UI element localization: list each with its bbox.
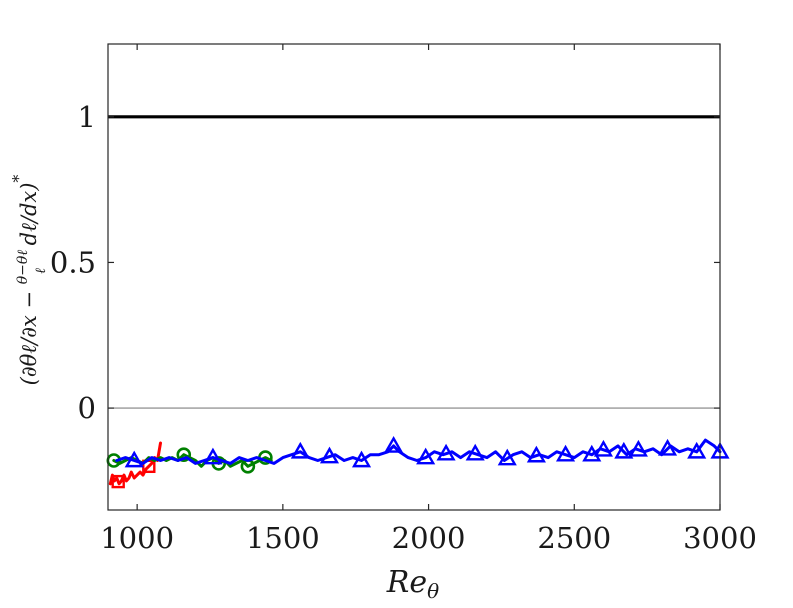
x-tick-label: 2000 (392, 521, 466, 555)
data-point-triangle (687, 441, 707, 459)
reference-lines (108, 115, 720, 409)
plot-area (108, 44, 720, 510)
x-tick-label: 1000 (100, 521, 174, 555)
data-point-triangle (384, 436, 404, 453)
y-tick-label: 0.5 (50, 245, 96, 279)
y-tick-label: 0 (78, 391, 96, 425)
data-point-circle (176, 447, 192, 462)
series-group (106, 436, 730, 489)
x-axis-label-base: Re (386, 565, 427, 600)
y-axis-label-sup: * (9, 175, 28, 183)
data-point-triangle (290, 441, 310, 459)
y-axis-label-frac-den: ℓ (33, 268, 49, 274)
x-tick-label: 2500 (537, 521, 611, 555)
data-point-triangle (203, 447, 223, 465)
series-line-square (108, 441, 162, 486)
y-tick-label: 1 (78, 100, 96, 134)
axes (107, 43, 721, 511)
plot-background (108, 44, 720, 510)
y-axis-label-frac-num: θ−θℓ (15, 250, 31, 285)
data-point-triangle (582, 444, 602, 462)
tick-labels: 1000 1500 2000 2500 3000 0 0.5 1 (50, 100, 757, 555)
data-point-triangle (657, 438, 678, 456)
y-axis-label-tail: dℓ/dx) (17, 183, 41, 252)
data-point-triangle (319, 446, 340, 464)
data-point-square (111, 474, 125, 489)
data-point-triangle (526, 445, 546, 463)
data-point-triangle (593, 439, 613, 457)
series-triangle (115, 436, 730, 468)
y-axis-label-lead: (∂θℓ/∂x − (17, 284, 41, 385)
data-point-triangle (614, 441, 634, 459)
data-point-triangle (497, 448, 517, 466)
y-axis-label: (∂θℓ/∂x − θ−θℓ ℓ dℓ/dx)* (9, 175, 49, 386)
x-tick-label: 1500 (246, 521, 320, 555)
x-axis-label: Reθ (386, 565, 439, 603)
data-point-triangle (465, 443, 485, 461)
data-point-triangle (555, 444, 576, 462)
x-tick-label: 3000 (683, 521, 757, 555)
data-point-triangle (436, 443, 456, 461)
data-point-triangle (628, 439, 648, 457)
data-point-triangle (416, 447, 436, 465)
data-point-triangle (124, 450, 144, 468)
x-axis-label-sub: θ (427, 579, 439, 603)
data-point-triangle (351, 450, 372, 468)
y-axis-label-group: (∂θℓ/∂x − θ−θℓ ℓ dℓ/dx)* (9, 175, 49, 386)
axes-frame (107, 43, 721, 511)
